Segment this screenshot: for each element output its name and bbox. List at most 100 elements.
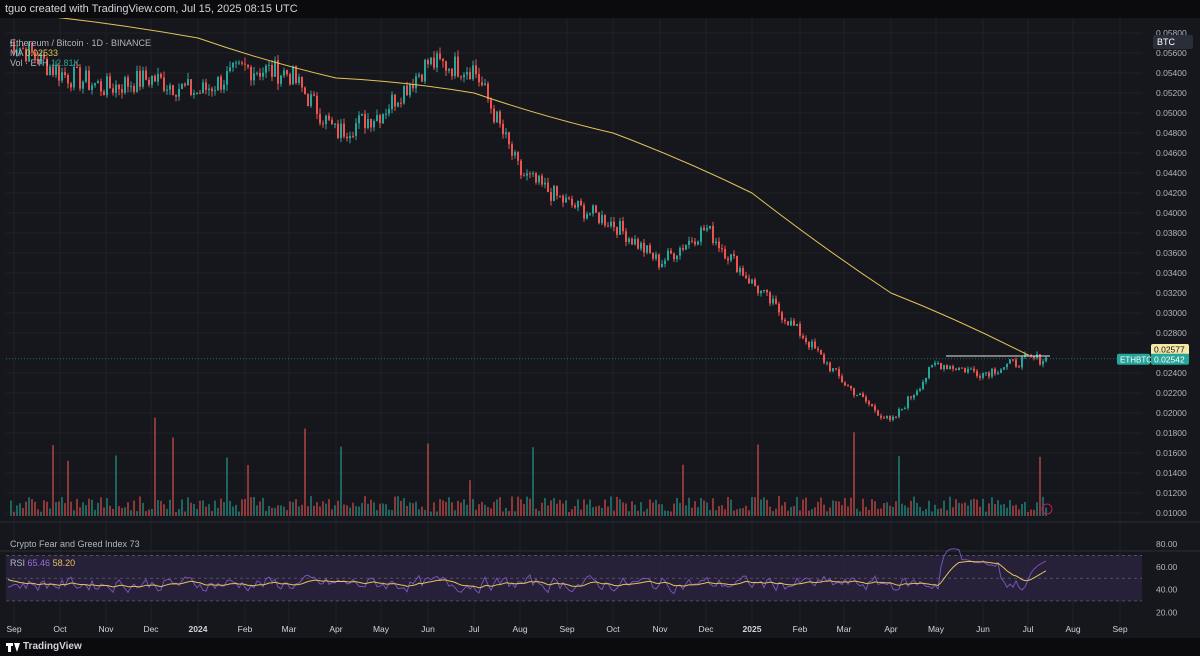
volume-bar[interactable]: [1009, 499, 1011, 516]
candle-body[interactable]: [421, 74, 423, 82]
candle-body[interactable]: [724, 248, 726, 259]
volume-bar[interactable]: [649, 499, 651, 516]
candle-body[interactable]: [757, 286, 759, 294]
volume-bar[interactable]: [838, 501, 840, 516]
volume-bar[interactable]: [535, 508, 537, 516]
candle-body[interactable]: [934, 363, 936, 365]
candle-body[interactable]: [592, 205, 594, 214]
volume-bar[interactable]: [541, 502, 543, 516]
candle-body[interactable]: [829, 362, 831, 372]
candle-body[interactable]: [31, 43, 33, 53]
volume-bar[interactable]: [724, 509, 726, 516]
candle-body[interactable]: [604, 215, 606, 226]
volume-bar[interactable]: [361, 502, 363, 516]
volume-bar[interactable]: [820, 497, 822, 516]
volume-bar[interactable]: [439, 499, 441, 516]
volume-bar[interactable]: [736, 509, 738, 516]
volume-bar[interactable]: [289, 501, 291, 516]
volume-bar[interactable]: [793, 506, 795, 516]
candle-body[interactable]: [841, 376, 843, 383]
candle-body[interactable]: [901, 408, 903, 410]
candle-body[interactable]: [436, 53, 438, 68]
candle-body[interactable]: [46, 58, 48, 75]
volume-bar[interactable]: [25, 501, 27, 516]
volume-bar[interactable]: [430, 511, 432, 516]
candle-body[interactable]: [25, 48, 27, 62]
candle-body[interactable]: [361, 113, 363, 116]
candles-group[interactable]: [10, 38, 1047, 423]
candle-body[interactable]: [925, 377, 927, 382]
volume-bar[interactable]: [388, 509, 390, 516]
volume-bar[interactable]: [133, 500, 135, 516]
candle-body[interactable]: [10, 41, 12, 44]
volume-bar[interactable]: [967, 505, 969, 516]
volume-bar[interactable]: [412, 503, 414, 516]
candle-body[interactable]: [817, 348, 819, 351]
volume-bar[interactable]: [454, 510, 456, 516]
candle-body[interactable]: [571, 198, 573, 206]
candle-body[interactable]: [760, 290, 762, 294]
candle-body[interactable]: [274, 60, 276, 77]
candle-body[interactable]: [745, 275, 747, 279]
candle-body[interactable]: [763, 289, 765, 291]
volume-bar[interactable]: [466, 504, 468, 516]
candle-body[interactable]: [493, 108, 495, 123]
volume-bar[interactable]: [1012, 505, 1014, 516]
candle-body[interactable]: [619, 221, 621, 235]
volume-bar[interactable]: [199, 500, 201, 516]
time-axis-label[interactable]: Nov: [98, 624, 114, 634]
volume-bar[interactable]: [451, 502, 453, 516]
volume-bar[interactable]: [643, 511, 645, 516]
volume-bar[interactable]: [769, 506, 771, 516]
candle-body[interactable]: [886, 415, 888, 419]
volume-legend[interactable]: Vol · ETH 12.81K: [10, 58, 151, 68]
candle-body[interactable]: [487, 83, 489, 100]
candle-body[interactable]: [28, 43, 30, 62]
candle-body[interactable]: [286, 70, 288, 75]
candle-body[interactable]: [691, 240, 693, 242]
volume-bar[interactable]: [367, 503, 369, 516]
time-axis-label[interactable]: Sep: [1112, 624, 1127, 634]
volume-bar[interactable]: [163, 504, 165, 516]
volume-bar[interactable]: [739, 508, 741, 516]
candle-body[interactable]: [109, 76, 111, 89]
volume-bar[interactable]: [787, 510, 789, 516]
price-axis-label[interactable]: 0.03800: [1156, 228, 1187, 238]
volume-bar[interactable]: [421, 506, 423, 516]
volume-bar[interactable]: [865, 506, 867, 516]
candle-body[interactable]: [79, 67, 81, 89]
volume-bar[interactable]: [640, 502, 642, 516]
rsi-axis-label[interactable]: 40.00: [1156, 585, 1178, 595]
candle-body[interactable]: [697, 241, 699, 245]
candle-body[interactable]: [826, 362, 828, 364]
volume-bar[interactable]: [229, 500, 231, 516]
volume-bar[interactable]: [196, 508, 198, 516]
candle-body[interactable]: [940, 362, 942, 370]
volume-bar[interactable]: [685, 505, 687, 516]
candle-body[interactable]: [718, 241, 720, 249]
volume-bar[interactable]: [700, 498, 702, 516]
price-axis-label[interactable]: 0.04400: [1156, 168, 1187, 178]
volume-bar[interactable]: [913, 496, 915, 516]
candle-body[interactable]: [1042, 361, 1044, 365]
candle-body[interactable]: [511, 144, 513, 156]
volume-bar[interactable]: [1006, 507, 1008, 516]
volume-bar[interactable]: [142, 502, 144, 516]
candle-body[interactable]: [730, 254, 732, 261]
volume-bar[interactable]: [757, 444, 759, 516]
candle-body[interactable]: [409, 84, 411, 96]
candle-body[interactable]: [538, 175, 540, 183]
candle-body[interactable]: [679, 248, 681, 256]
volume-bar[interactable]: [721, 505, 723, 516]
candle-body[interactable]: [916, 390, 918, 395]
volume-bar[interactable]: [280, 505, 282, 516]
price-axis-label[interactable]: 0.04800: [1156, 128, 1187, 138]
volume-bar[interactable]: [559, 499, 561, 516]
volume-bar[interactable]: [919, 506, 921, 516]
volume-bar[interactable]: [532, 447, 534, 516]
volume-bar[interactable]: [265, 510, 267, 516]
volume-bar[interactable]: [808, 510, 810, 516]
volume-bar[interactable]: [373, 502, 375, 516]
candle-body[interactable]: [502, 123, 504, 135]
candle-body[interactable]: [100, 81, 102, 92]
